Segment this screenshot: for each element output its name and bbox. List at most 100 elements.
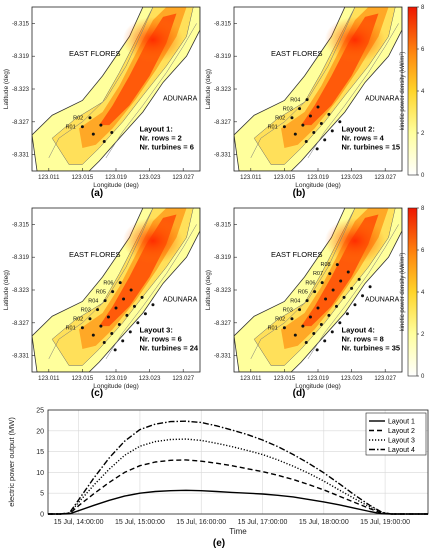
turbine-marker [346, 270, 350, 274]
y-tick-label: 0 [40, 512, 44, 519]
panel-label: (a) [91, 188, 103, 199]
layout-summary-line: Nr. rows = 6 [140, 335, 182, 344]
region-label: EAST FLORES [271, 49, 323, 58]
turbine-marker [88, 116, 92, 120]
turbine-marker [342, 295, 346, 299]
x-tick-label: 123.015 [72, 175, 94, 181]
turbine-marker [312, 331, 316, 335]
turbine-marker [118, 281, 122, 285]
layout-summary-line: Layout 3: [140, 326, 173, 335]
turbine-marker [301, 123, 305, 127]
turbine-marker [91, 132, 95, 136]
series-line-layout-1 [48, 489, 428, 515]
x-tick-label: 123.015 [274, 175, 296, 181]
layout-summary-line: Layout 1: [140, 125, 173, 134]
turbine-marker [114, 306, 118, 310]
turbine-marker [151, 303, 155, 307]
y-axis-label: Latitude (deg) [205, 69, 212, 109]
y-tick-label: -8.319 [12, 54, 30, 60]
turbine-marker [313, 290, 317, 294]
turbine-marker [125, 313, 129, 317]
row-label: R06 [103, 280, 113, 286]
layout-summary-line: Layout 4: [342, 326, 375, 335]
x-tick-label: 123.015 [72, 376, 94, 382]
legend-entry: Layout 1 [388, 419, 415, 426]
turbine-marker [117, 322, 121, 326]
row-label: R03 [81, 307, 91, 313]
turbine-marker [113, 348, 117, 352]
plot-frame [47, 409, 429, 515]
row-label: R04 [88, 298, 98, 304]
layout-summary-line: Nr. rows = 4 [342, 134, 385, 143]
y-tick-label: -8.323 [12, 87, 30, 93]
region-label: EAST FLORES [69, 250, 121, 259]
turbine-marker [350, 286, 354, 290]
contour-line [48, 7, 154, 158]
panel-label: (e) [213, 538, 225, 549]
turbine-marker [316, 105, 320, 109]
contour-line [307, 224, 399, 360]
row-label: R06 [305, 280, 315, 286]
legend: Layout 1 Layout 2 Layout 3 Layout 4 [365, 412, 427, 456]
y-tick-label: -8.315 [214, 222, 232, 228]
turbine-marker [128, 330, 132, 334]
y-tick-label: -8.319 [12, 255, 30, 261]
turbine-marker [282, 326, 286, 330]
region-label: ADUNARA [365, 95, 400, 102]
turbine-marker [319, 121, 323, 125]
turbine-marker [136, 321, 140, 325]
colorbar-tick-label: 2 [421, 131, 425, 137]
turbine-marker [298, 308, 302, 312]
y-tick-label: 25 [36, 408, 44, 415]
turbine-marker [327, 313, 331, 317]
y-tick-label: -8.315 [12, 222, 30, 228]
turbine-marker [110, 331, 114, 335]
layout-summary-line: Layout 2: [342, 125, 375, 134]
colorbar-tick-label: 0 [421, 374, 425, 380]
row-label: R01 [268, 124, 278, 130]
x-axis-label: Time [229, 527, 247, 536]
region-label: ADUNARA [365, 296, 400, 303]
turbine-marker [339, 279, 343, 283]
row-label: R08 [321, 262, 331, 268]
y-tick-label: 5 [40, 491, 44, 498]
y-tick-label: -8.319 [214, 54, 232, 60]
row-label: R04 [290, 298, 300, 304]
region-label: EAST FLORES [271, 250, 323, 259]
y-tick-label: -8.327 [214, 321, 232, 327]
colorbar-tick-label: 8 [421, 206, 425, 212]
x-tick-label: 123.023 [341, 175, 363, 181]
turbine-marker [140, 295, 144, 299]
row-label: R01 [66, 124, 76, 130]
power-hotspot [324, 217, 386, 264]
y-axis-label: Latitude (deg) [205, 270, 212, 310]
turbine-marker [315, 147, 319, 151]
turbine-marker [129, 288, 133, 292]
x-tick-label: 15 Jul, 16:00:00 [176, 519, 226, 526]
turbine-marker [80, 125, 84, 129]
turbine-marker [290, 116, 294, 120]
turbine-marker [335, 263, 339, 267]
colorbar-tick-label: 8 [421, 5, 425, 11]
turbine-marker [308, 114, 312, 118]
x-tick-label: 123.011 [38, 175, 60, 181]
row-label: R02 [275, 115, 285, 121]
y-tick-label: 15 [36, 449, 44, 456]
legend-entry: Layout 3 [388, 438, 415, 445]
turbine-marker [96, 308, 100, 312]
turbine-marker [361, 294, 365, 298]
row-label: R01 [268, 325, 278, 331]
turbine-marker [353, 303, 357, 307]
row-label: R05 [298, 289, 308, 295]
turbine-marker [110, 130, 114, 134]
y-tick-label: -8.331 [214, 153, 232, 159]
turbine-marker [330, 330, 334, 334]
turbine-marker [323, 138, 327, 142]
power-hotspot [122, 217, 184, 264]
x-tick-label: 123.019 [105, 175, 127, 181]
layout-summary-line: Nr. turbines = 15 [342, 143, 401, 152]
x-tick-label: 123.023 [139, 175, 161, 181]
x-axis-label: Longitude (deg) [295, 182, 341, 189]
